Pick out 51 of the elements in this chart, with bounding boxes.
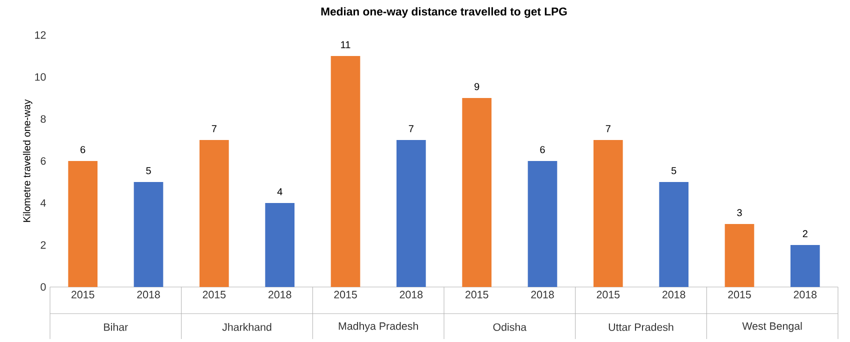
- bar: [790, 244, 820, 287]
- y-tick-label: 2: [40, 241, 46, 249]
- bar: [200, 140, 229, 287]
- x-tick-label: 2018: [662, 290, 686, 298]
- chart-title: Median one-way distance travelled to get LPG: [321, 7, 567, 18]
- data-label: 4: [277, 188, 282, 196]
- y-tick-label: 12: [35, 31, 46, 39]
- y-tick-label: 8: [40, 115, 46, 123]
- bar: [134, 182, 164, 287]
- y-tick-label: 10: [35, 73, 46, 81]
- bar: [724, 224, 754, 287]
- data-label: 9: [474, 83, 480, 90]
- data-label: 3: [737, 209, 742, 216]
- bar: [396, 140, 426, 287]
- data-label: 7: [408, 125, 414, 132]
- text: Odisha: [493, 323, 527, 331]
- x-tick-label: 2015: [72, 290, 94, 298]
- bar: [593, 140, 623, 287]
- data-label: 2: [802, 230, 808, 238]
- text: Jharkhand: [222, 323, 272, 331]
- data-label: 6: [540, 146, 545, 154]
- data-label: 6: [80, 146, 86, 154]
- bar: [265, 202, 295, 287]
- x-tick-label: 2018: [531, 290, 554, 298]
- x-tick-label: 2018: [137, 290, 160, 298]
- bar: [68, 160, 98, 287]
- y-axis-title: Kilometre travelled one-way: [22, 99, 32, 222]
- x-tick-label: 2015: [334, 290, 357, 298]
- y-tick-label: 6: [40, 157, 46, 165]
- y-tick-label: 4: [40, 199, 46, 207]
- data-label: 7: [212, 125, 216, 132]
- bar: [528, 160, 558, 287]
- x-tick-label: 2018: [794, 290, 817, 298]
- text: Madhya Pradesh: [338, 322, 418, 332]
- text: Bihar: [104, 323, 128, 331]
- y-tick-label: 0: [40, 283, 46, 291]
- x-tick-label: 2015: [596, 290, 620, 298]
- text: Uttar Pradesh: [608, 323, 674, 331]
- data-label: 5: [146, 167, 151, 174]
- text: West Bengal: [742, 322, 802, 332]
- x-tick-label: 2018: [268, 290, 292, 298]
- x-tick-label: 2015: [728, 290, 751, 298]
- x-tick-label: 2018: [400, 290, 423, 298]
- data-label: 5: [671, 167, 676, 174]
- bar: [659, 182, 688, 287]
- bar: [330, 56, 360, 287]
- x-tick-label: 2015: [466, 290, 488, 298]
- data-label: 11: [341, 41, 350, 48]
- data-label: 7: [606, 125, 610, 132]
- bar: [462, 98, 492, 287]
- x-tick-label: 2015: [202, 290, 226, 298]
